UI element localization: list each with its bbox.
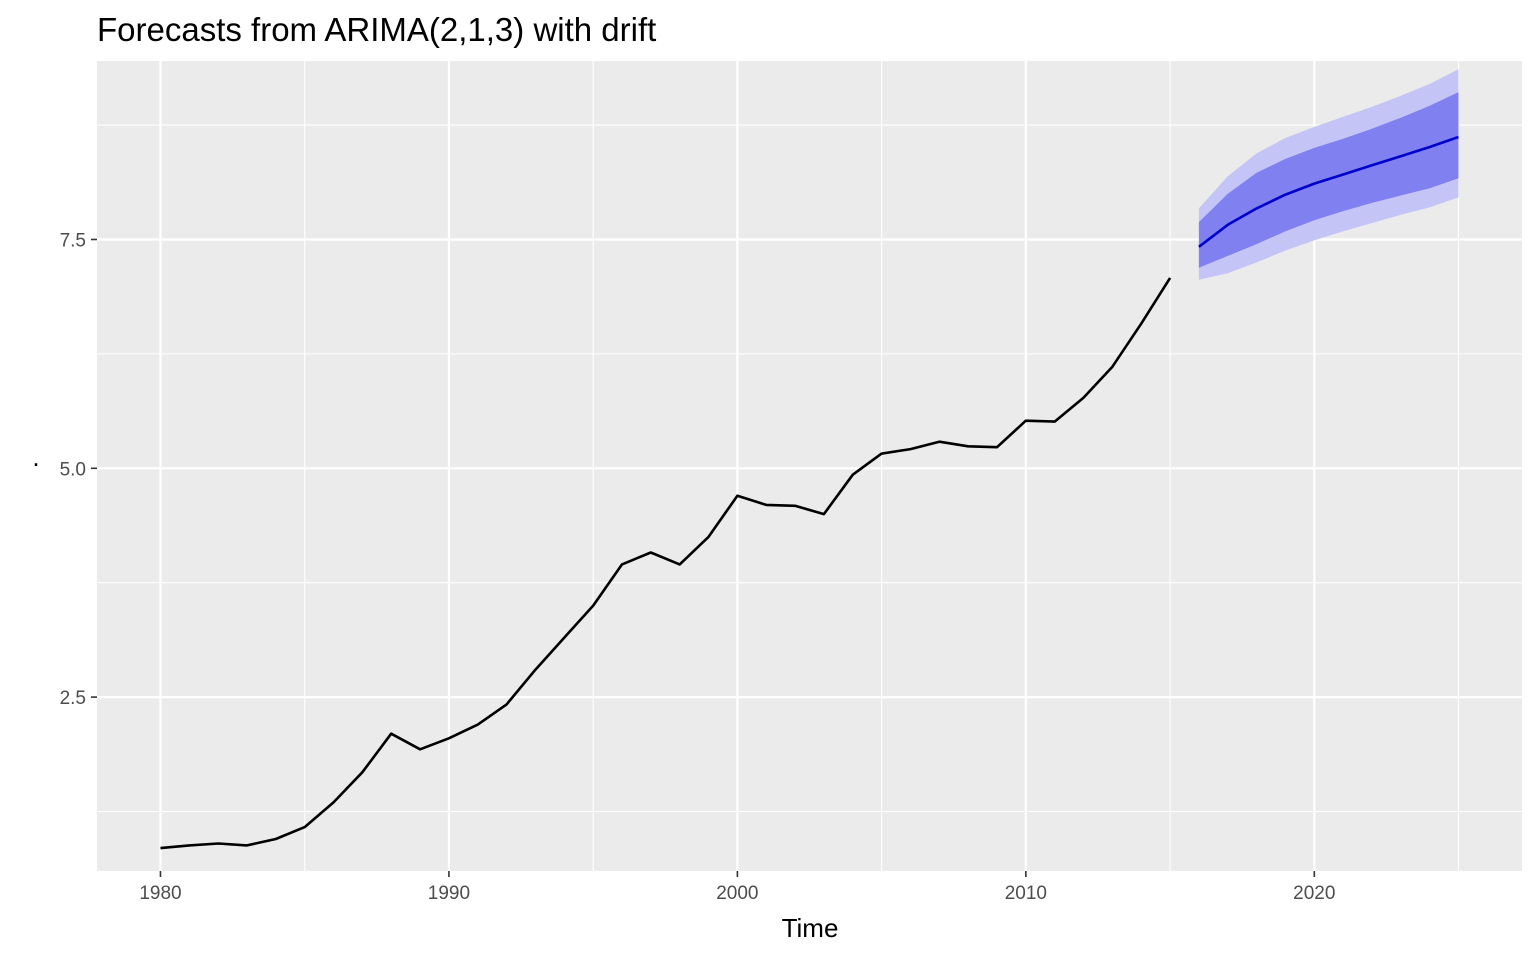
series-observed-line [160, 277, 1172, 850]
chart-title: Forecasts from ARIMA(2,1,3) with drift [97, 11, 656, 48]
x-axis-title: Time [782, 913, 839, 943]
x-tick-label: 2010 [1005, 883, 1047, 904]
x-tick-label: 1990 [428, 883, 470, 904]
y-tick-label: 2.5 [60, 688, 86, 709]
y-tick-label: 5.0 [60, 459, 86, 480]
y-axis-title: . [32, 442, 39, 472]
x-axis: 1980 1990 2000 2010 2020 [139, 871, 1335, 904]
data-lines [160, 135, 1459, 850]
x-tick-label: 1980 [139, 883, 181, 904]
x-tick-label: 2020 [1293, 883, 1335, 904]
gridlines [97, 61, 1522, 871]
y-tick-label: 7.5 [60, 230, 86, 251]
y-axis: 2.5 5.0 7.5 [60, 230, 97, 709]
x-tick-label: 2000 [716, 883, 758, 904]
series-forecast-line [1198, 135, 1459, 248]
